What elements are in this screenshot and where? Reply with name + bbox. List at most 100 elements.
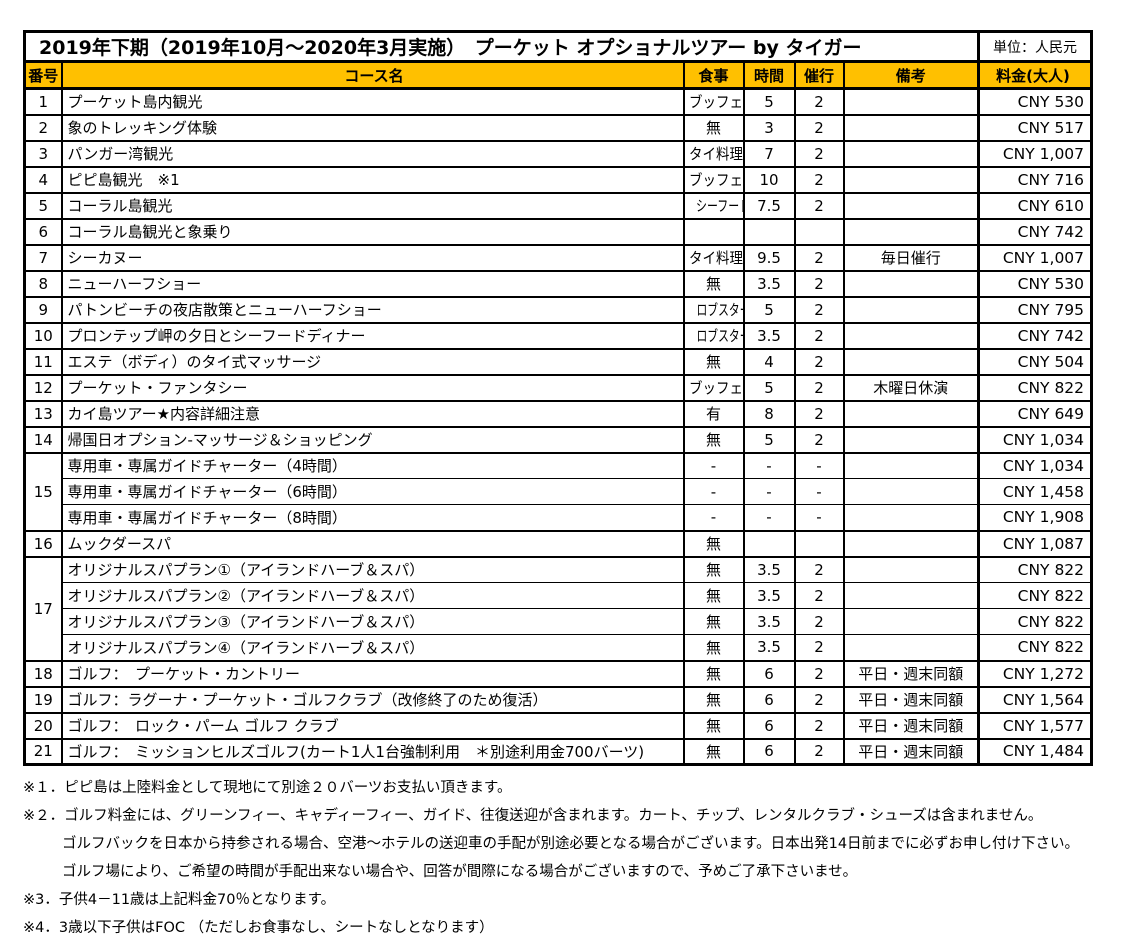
cell-price: CNY 530 [977,269,1093,297]
table-row: 5 コーラル島観光 シーフード 7.5 2 CNY 610 [23,191,1093,219]
footnote-2-line-2: ゴルフバックを日本から持参される場合、空港～ホテルの送迎車の手配が別途必要となる… [62,836,1080,852]
cell-min-participants: - [793,504,845,531]
cell-min-participants: 2 [793,269,845,297]
cell-price: CNY 822 [977,555,1093,583]
cell-hours: 4 [742,347,796,375]
table-row: 専用車・専属ガイドチャーター（8時間） - - - CNY 1,908 [25,504,1093,531]
cell-min-participants [793,529,845,557]
cell-min-participants [793,217,845,245]
table-row: 10 プロンテップ岬の夕日とシーフードディナー ロブスター 3.5 2 CNY … [23,321,1093,349]
column-header-minpax: 催行 [793,60,845,90]
cell-price: CNY 1,007 [977,139,1093,167]
cell-number: 8 [23,269,63,297]
cell-remarks: 木曜日休演 [842,373,980,401]
cell-remarks [842,582,980,609]
cell-meal: 無 [682,529,745,557]
cell-remarks [842,608,980,635]
cell-meal: ブッフェ [682,373,745,401]
cell-price: CNY 742 [977,321,1093,349]
cell-remarks [842,269,980,297]
cell-number: 19 [23,685,63,713]
cell-hours [742,529,796,557]
cell-price: CNY 1,564 [977,685,1093,713]
table-row: オリジナルスパプラン②（アイランドハーブ＆スパ） 無 3.5 2 CNY 822 [25,582,1093,609]
column-header-meal: 食事 [682,60,745,90]
cell-hours: 3.5 [742,269,796,297]
cell-price: CNY 822 [977,608,1093,635]
cell-course-name: オリジナルスパプラン④（アイランドハーブ＆スパ） [60,634,685,661]
cell-price: CNY 1,484 [977,737,1093,765]
cell-min-participants: 2 [793,113,845,141]
cell-price: CNY 1,272 [977,659,1093,687]
cell-number: 21 [23,737,63,765]
table-row: 3 パンガー湾観光 タイ料理 7 2 CNY 1,007 [23,139,1093,167]
cell-number: 2 [23,113,63,141]
footnote-2-line-3: ゴルフ場により、ご希望の時間が手配出来ない場合や、回答が間際になる場合がございま… [62,864,858,880]
unit-label: 単位：人民元 [977,30,1094,63]
cell-course-name: 帰国日オプション-マッサージ＆ショッピング [60,425,685,453]
table-row: 18 ゴルフ： プーケット・カントリー 無 6 2 平日・週末同額 CNY 1,… [23,659,1093,687]
column-header-remarks: 備考 [842,60,980,90]
cell-price: CNY 1,087 [977,529,1093,557]
cell-remarks [842,555,980,583]
table-row: 12 プーケット・ファンタシー ブッフェ 5 2 木曜日休演 CNY 822 [23,373,1093,401]
page-title: 2019年下期（2019年10月～2020年3月実施） プーケット オプショナル… [22,30,981,63]
cell-meal: - [682,451,745,479]
table-row: オリジナルスパプラン③（アイランドハーブ＆スパ） 無 3.5 2 CNY 822 [25,608,1093,635]
cell-number: 15 [23,451,63,531]
footnote-2: ※２．ゴルフ料金には、グリーンフィー、キャディーフィー、ガイド、往復送迎が含まれ… [23,808,1043,824]
cell-hours: 3.5 [742,321,796,349]
cell-min-participants: 2 [793,582,845,609]
cell-course-name: 専用車・専属ガイドチャーター（8時間） [60,504,685,531]
cell-course-name: オリジナルスパプラン①（アイランドハーブ＆スパ） [60,555,685,583]
cell-remarks [842,529,980,557]
cell-course-name: オリジナルスパプラン③（アイランドハーブ＆スパ） [60,608,685,635]
cell-min-participants: 2 [793,295,845,323]
cell-min-participants: 2 [793,608,845,635]
cell-price: CNY 716 [977,165,1093,193]
cell-course-name: プロンテップ岬の夕日とシーフードディナー [60,321,685,349]
cell-course-name: プーケット・ファンタシー [60,373,685,401]
cell-min-participants: 2 [793,87,845,115]
cell-course-name: コーラル島観光 [60,191,685,219]
cell-price: CNY 795 [977,295,1093,323]
cell-number: 4 [23,165,63,193]
tour-price-sheet: 2019年下期（2019年10月～2020年3月実施） プーケット オプショナル… [22,30,1094,942]
cell-remarks: 平日・週末同額 [842,659,980,687]
table-row: 1 プーケット島内観光 ブッフェ 5 2 CNY 530 [23,87,1093,115]
cell-number: 10 [23,321,63,349]
table-row: 7 シーカヌー タイ料理 9.5 2 毎日催行 CNY 1,007 [23,243,1093,271]
cell-price: CNY 1,577 [977,711,1093,739]
cell-hours: 3.5 [742,555,796,583]
cell-course-name: オリジナルスパプラン②（アイランドハーブ＆スパ） [60,582,685,609]
cell-hours: 3.5 [742,582,796,609]
header-row: 番号 コース名 食事 時間 催行 備考 料金(大人) [23,60,1093,90]
cell-price: CNY 610 [977,191,1093,219]
cell-meal: 無 [682,659,745,687]
cell-min-participants: 2 [793,555,845,583]
cell-min-participants: 2 [793,659,845,687]
table-row: 4 ピピ島観光 ※1 ブッフェ 10 2 CNY 716 [23,165,1093,193]
cell-meal: ブッフェ [682,165,745,193]
cell-course-name: パンガー湾観光 [60,139,685,167]
cell-course-name: 専用車・専属ガイドチャーター（4時間） [60,451,685,479]
cell-remarks [842,425,980,453]
cell-remarks [842,139,980,167]
table-row: 6 コーラル島観光と象乗り CNY 742 [23,217,1093,245]
cell-price: CNY 1,908 [977,504,1093,531]
column-header-price: 料金(大人) [977,60,1093,90]
table-row: 専用車・専属ガイドチャーター（6時間） - - - CNY 1,458 [25,478,1093,505]
cell-meal: タイ料理 [682,243,745,271]
cell-course-name: ゴルフ： ミッションヒルズゴルフ(カート1人1台強制利用 ＊別途利用金700バー… [60,737,685,765]
cell-meal: シーフード [682,191,745,219]
cell-number: 13 [23,399,63,427]
cell-hours: 3 [742,113,796,141]
tour-price-table: 2019年下期（2019年10月～2020年3月実施） プーケット オプショナル… [22,30,1094,766]
cell-number: 17 [23,555,63,661]
cell-meal: 無 [682,582,745,609]
cell-price: CNY 822 [977,373,1093,401]
cell-min-participants: 2 [793,425,845,453]
cell-meal: 無 [682,711,745,739]
cell-meal: 無 [682,634,745,661]
cell-meal: 無 [682,685,745,713]
